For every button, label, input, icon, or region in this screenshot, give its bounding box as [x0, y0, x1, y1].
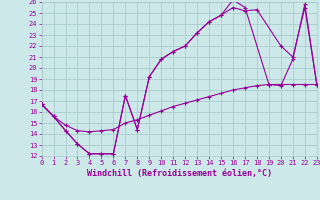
X-axis label: Windchill (Refroidissement éolien,°C): Windchill (Refroidissement éolien,°C) [87, 169, 272, 178]
